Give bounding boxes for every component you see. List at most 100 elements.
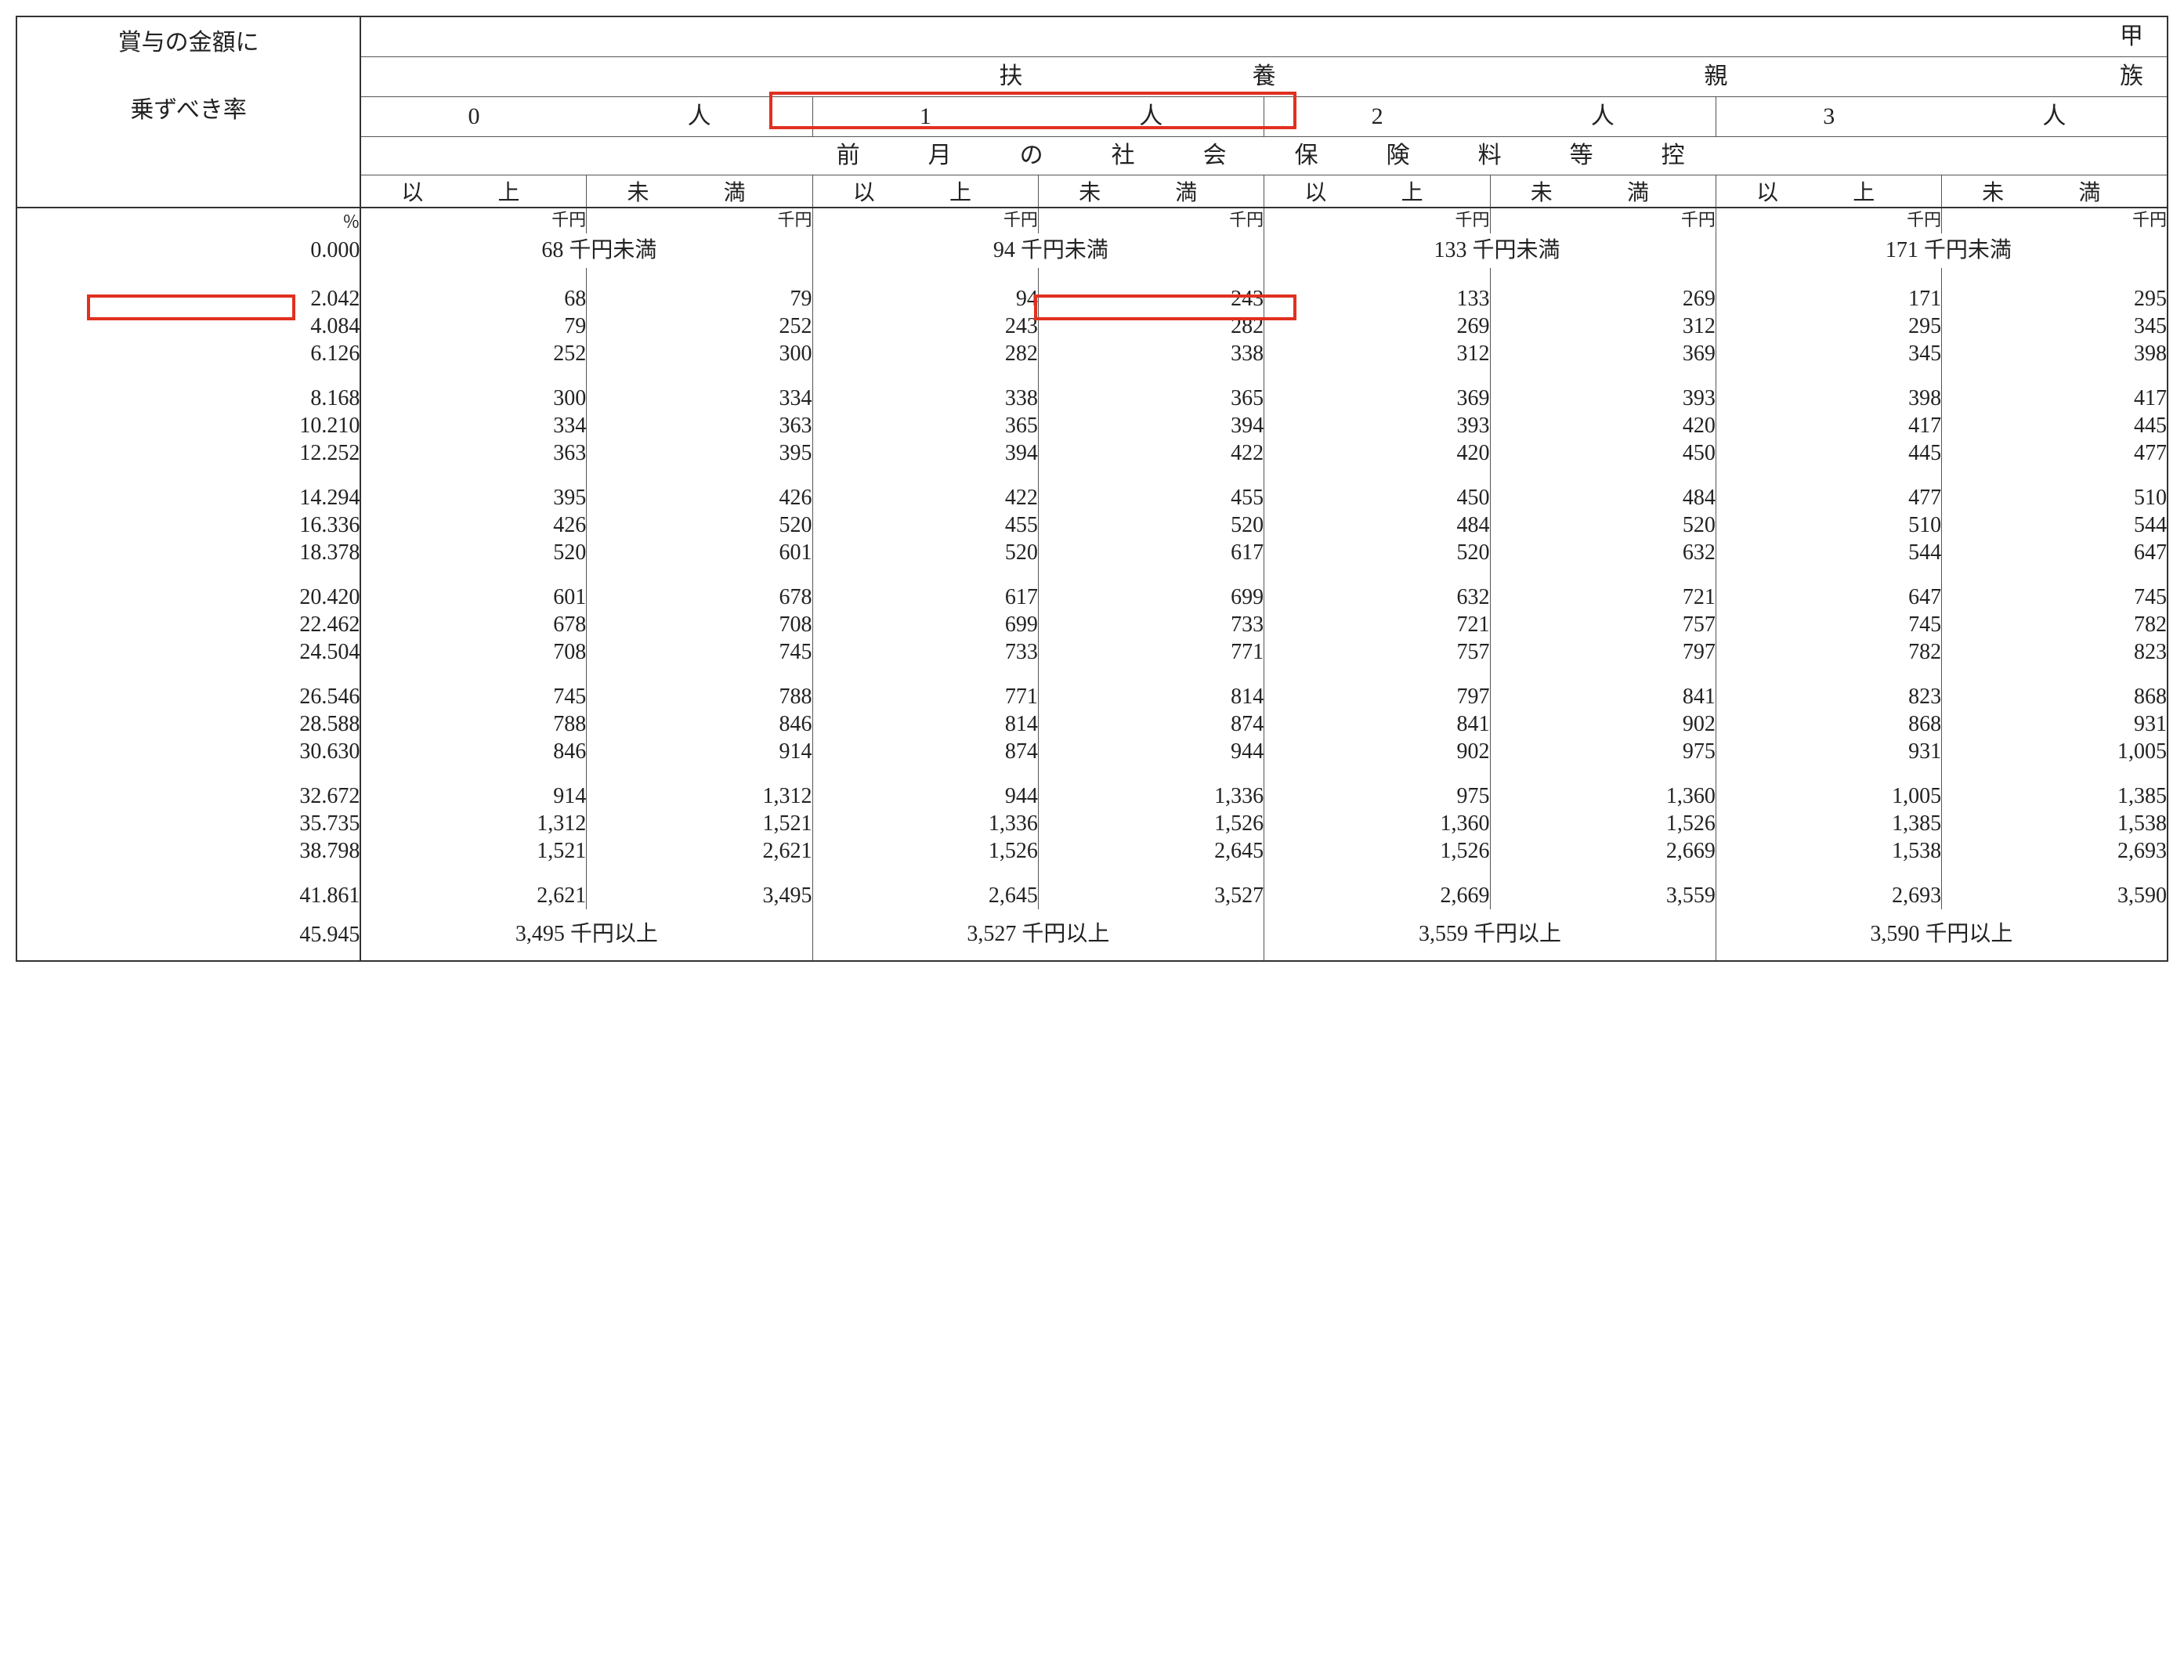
value-cell: 3,527 (1038, 882, 1264, 909)
value-cell: 3,495 (587, 882, 812, 909)
first-row-cell-3: 171 千円未満 (1716, 233, 2168, 269)
rate-cell: 2.042 (16, 285, 360, 313)
last-row-rate: 45.945 (16, 917, 360, 952)
table-row: 22.462678708699733721757745782 (16, 611, 2168, 638)
fuyou-label-1: 扶 (360, 56, 1038, 96)
value-cell: 369 (1490, 340, 1716, 367)
value-cell: 2,669 (1490, 837, 1716, 865)
value-cell: 678 (360, 611, 586, 638)
value-cell: 874 (812, 738, 1038, 765)
value-cell: 79 (587, 285, 812, 313)
unit-1a: 千円 (812, 208, 1038, 233)
value-cell: 708 (360, 638, 586, 666)
value-cell: 484 (1490, 484, 1716, 511)
shinzoku-label-2: 族 (1942, 56, 2168, 96)
value-cell: 1,005 (1942, 738, 2168, 765)
value-cell: 282 (812, 340, 1038, 367)
first-row: 0.000 68 千円未満 94 千円未満 133 千円未満 171 千円未満 (16, 233, 2168, 269)
value-cell: 252 (360, 340, 586, 367)
value-cell: 902 (1264, 738, 1490, 765)
value-cell: 295 (1942, 285, 2168, 313)
rate-column-header: 賞与の金額に 乗ずべき率 (16, 16, 360, 136)
value-cell: 2,669 (1264, 882, 1490, 909)
value-cell: 510 (1716, 511, 1941, 539)
value-cell: 1,336 (1038, 782, 1264, 810)
value-cell: 3,559 (1490, 882, 1716, 909)
gap-row (16, 268, 2168, 285)
rate-cell: 41.861 (16, 882, 360, 909)
value-cell: 797 (1490, 638, 1716, 666)
value-cell: 823 (1942, 638, 2168, 666)
gap-row (16, 952, 2168, 961)
value-cell: 733 (1038, 611, 1264, 638)
value-cell: 312 (1490, 313, 1716, 340)
table-row: 41.8612,6213,4952,6453,5272,6693,5592,69… (16, 882, 2168, 909)
value-cell: 365 (1038, 385, 1264, 412)
value-cell: 171 (1716, 285, 1941, 313)
value-cell: 846 (360, 738, 586, 765)
rate-cell: 28.588 (16, 710, 360, 738)
value-cell: 363 (360, 439, 586, 467)
value-cell: 133 (1264, 285, 1490, 313)
value-cell: 455 (812, 511, 1038, 539)
value-cell: 868 (1716, 710, 1941, 738)
value-cell: 520 (1038, 511, 1264, 539)
value-cell: 699 (1038, 583, 1264, 611)
value-cell: 455 (1038, 484, 1264, 511)
value-cell: 520 (1490, 511, 1716, 539)
value-cell: 1,538 (1942, 810, 2168, 837)
value-cell: 269 (1264, 313, 1490, 340)
table-row: 30.6308469148749449029759311,005 (16, 738, 2168, 765)
table-row: 26.546745788771814797841823868 (16, 683, 2168, 710)
first-row-rate: 0.000 (16, 233, 360, 269)
value-cell: 2,693 (1942, 837, 2168, 865)
table-row: 35.7351,3121,5211,3361,5261,3601,5261,38… (16, 810, 2168, 837)
value-cell: 345 (1942, 313, 2168, 340)
withholding-rate-table: 賞与の金額に 乗ずべき率 甲 扶 養 親 族 0 人 1 人 2 人 3 人 前… (16, 16, 2168, 962)
persons-0-num: 0 (360, 96, 586, 136)
value-cell: 944 (1038, 738, 1264, 765)
ijou-miman-row: 以 上 未 満 以 上 未 満 以 上 未 満 以 上 未 満 (16, 175, 2168, 208)
rate-header-line2: 乗ずべき率 (17, 85, 360, 136)
value-cell: 2,645 (1038, 837, 1264, 865)
table-row: 8.168300334338365369393398417 (16, 385, 2168, 412)
unit-1b: 千円 (1038, 208, 1264, 233)
col-3-ijou: 以 上 (1716, 175, 1941, 208)
value-cell: 68 (360, 285, 586, 313)
value-cell: 363 (587, 412, 812, 439)
last-row-cell-1: 3,527 千円以上 (812, 917, 1264, 952)
rate-cell: 35.735 (16, 810, 360, 837)
value-cell: 394 (812, 439, 1038, 467)
rate-header-spacer (16, 136, 360, 175)
value-cell: 520 (587, 511, 812, 539)
value-cell: 699 (812, 611, 1038, 638)
value-cell: 417 (1716, 412, 1941, 439)
value-cell: 914 (587, 738, 812, 765)
value-cell: 814 (812, 710, 1038, 738)
rate-cell: 20.420 (16, 583, 360, 611)
value-cell: 312 (1264, 340, 1490, 367)
last-row-cell-0: 3,495 千円以上 (360, 917, 812, 952)
value-cell: 647 (1716, 583, 1941, 611)
value-cell: 678 (587, 583, 812, 611)
value-cell: 544 (1942, 511, 2168, 539)
value-cell: 243 (812, 313, 1038, 340)
rate-cell: 4.084 (16, 313, 360, 340)
value-cell: 422 (812, 484, 1038, 511)
value-cell: 2,693 (1716, 882, 1941, 909)
value-cell: 510 (1942, 484, 2168, 511)
value-cell: 2,645 (812, 882, 1038, 909)
value-cell: 393 (1490, 385, 1716, 412)
value-cell: 745 (360, 683, 586, 710)
value-cell: 931 (1942, 710, 2168, 738)
col-3-miman: 未 満 (1942, 175, 2168, 208)
rate-cell: 32.672 (16, 782, 360, 810)
value-cell: 393 (1264, 412, 1490, 439)
table-row: 16.336426520455520484520510544 (16, 511, 2168, 539)
value-cell: 841 (1264, 710, 1490, 738)
gap-row (16, 909, 2168, 917)
rate-cell: 10.210 (16, 412, 360, 439)
value-cell: 1,360 (1264, 810, 1490, 837)
value-cell: 797 (1264, 683, 1490, 710)
value-cell: 601 (360, 583, 586, 611)
